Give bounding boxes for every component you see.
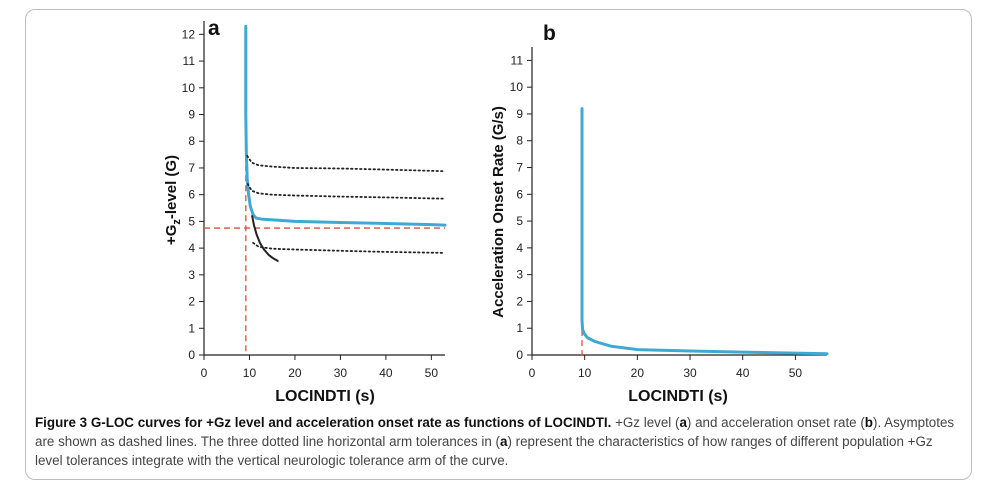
caption-ref-a: a <box>679 415 687 430</box>
caption-title: G-LOC curves for +Gz level and accelerat… <box>90 415 612 430</box>
panel-a-gloc-curve <box>244 24 447 227</box>
panel-label-a: a <box>208 17 220 40</box>
panel-a-y-tick-label: 1 <box>188 321 195 335</box>
panel-b-y-tick-label: 11 <box>511 53 524 67</box>
panel-a-y-tick-label: 5 <box>188 214 195 228</box>
panel-a-x-tick-label: 20 <box>288 366 302 380</box>
panel-b-x-tick-label: 0 <box>529 366 536 380</box>
panel-a-tolerance-arm <box>252 241 446 254</box>
panel-a-y-tick-label: 4 <box>188 241 195 255</box>
panel-a-y-tick-label: 10 <box>182 81 196 95</box>
caption-ref-a-2: a <box>499 434 508 449</box>
panel-a-tolerance-arm <box>246 154 446 173</box>
panel-b-y-tick-label: 5 <box>516 214 523 228</box>
panel-a-lower-tolerance-curve <box>251 215 279 262</box>
caption-text-3: ). Asymptotes are shown as dashed lines.… <box>35 415 955 449</box>
panel-a-tolerance-arm <box>246 183 446 200</box>
panel-b-x-tick-label: 10 <box>578 366 592 380</box>
panel-b-y-tick-label: 0 <box>516 348 523 362</box>
caption-text-2: ) and acceleration onset rate ( <box>686 415 865 430</box>
panel-b-y-axis-label: Acceleration Onset Rate (G/s) <box>490 106 507 318</box>
panel-b-y-tick-label: 6 <box>516 187 523 201</box>
panel-b-x-tick-label: 30 <box>683 366 697 380</box>
panel-a-y-tick-label: 0 <box>188 348 195 362</box>
chart-panel-b: b 0 1 2 3 4 5 6 7 8 9 10 11 0 10 20 30 40 50 LOCINDTI (s)… <box>490 22 829 405</box>
panel-b-y-tick-label: 9 <box>516 107 523 121</box>
panel-b-y-tick-label: 2 <box>516 294 523 308</box>
panel-b-gloc-curve <box>580 107 829 356</box>
panel-a-x-tick-label: 40 <box>379 366 393 380</box>
panel-b-y-tick-label: 8 <box>516 134 523 148</box>
panel-a-y-axis-label: +Gz-level (G) <box>163 155 183 245</box>
caption-label: Figure 3 <box>35 415 88 430</box>
figure-frame <box>25 9 972 480</box>
panel-a-y-tick-label: 9 <box>188 108 195 122</box>
caption-text-1: +Gz level ( <box>615 415 680 430</box>
panel-a-x-tick-label: 10 <box>243 366 257 380</box>
panel-a-x-tick-label: 0 <box>201 366 208 380</box>
panel-a-y-tick-label: 6 <box>188 188 195 202</box>
panel-a-x-axis-label: LOCINDTI (s) <box>275 388 375 405</box>
panel-b-y-tick-label: 1 <box>516 321 523 335</box>
panel-a-x-tick-label: 50 <box>425 366 439 380</box>
panel-a-y-tick-label: 2 <box>188 295 195 309</box>
panel-a-y-tick-label: 8 <box>188 134 195 148</box>
panel-b-y-tick-label: 7 <box>516 161 523 175</box>
caption-ref-b: b <box>864 415 873 430</box>
panel-b-x-tick-label: 50 <box>789 366 803 380</box>
panel-b-x-tick-label: 20 <box>631 366 645 380</box>
panel-b-y-tick-label: 3 <box>516 268 523 282</box>
panel-a-y-tick-label: 12 <box>182 27 196 41</box>
panel-b-y-tick-label: 10 <box>510 80 524 94</box>
panel-b-x-tick-label: 40 <box>736 366 750 380</box>
panel-label-b: b <box>543 22 556 45</box>
caption-text-4: ) represent the characteristics of how r… <box>35 434 933 468</box>
panel-b-y-tick-label: 4 <box>516 241 523 255</box>
panel-b-x-axis-label: LOCINDTI (s) <box>628 388 728 405</box>
panel-a-y-tick-label: 7 <box>188 161 195 175</box>
panel-a-y-tick-label: 3 <box>188 268 195 282</box>
panel-a-x-tick-label: 30 <box>334 366 348 380</box>
figure-caption: Figure 3 G-LOC curves for +Gz level and … <box>35 413 960 470</box>
panel-a-y-tick-label: 11 <box>183 54 196 68</box>
